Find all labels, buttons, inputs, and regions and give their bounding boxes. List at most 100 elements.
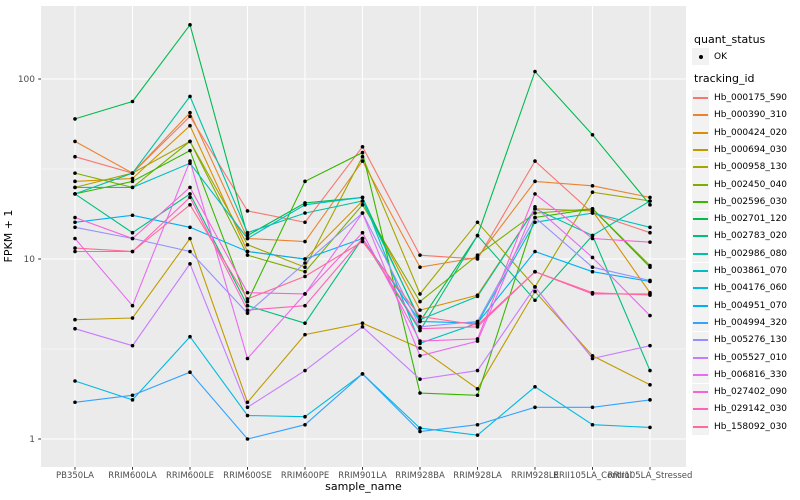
data-point: [418, 429, 422, 434]
x-tick-label: PB350LA: [56, 471, 94, 481]
data-point: [130, 185, 135, 190]
data-point: [590, 255, 595, 260]
data-point: [188, 23, 192, 27]
legend-key-box: [692, 349, 709, 366]
data-point: [590, 353, 595, 358]
data-point: [475, 220, 480, 225]
legend-item-label: Hb_000390_310: [714, 110, 788, 121]
legend-key-box: [692, 314, 709, 332]
legend-item-Hb_004176_060: Hb_004176_060: [692, 279, 787, 297]
data-point: [303, 414, 307, 419]
data-point: [188, 114, 192, 119]
data-point: [533, 211, 537, 215]
data-point: [533, 405, 537, 410]
data-point: [418, 253, 422, 257]
data-point: [188, 159, 192, 163]
data-point: [533, 289, 537, 294]
legend-item-label: Hb_000958_130: [714, 162, 788, 173]
data-point: [245, 413, 250, 418]
x-axis-title: sample_name: [325, 480, 402, 493]
legend-color-swatch: [693, 391, 708, 394]
data-point: [648, 383, 652, 387]
data-point: [303, 257, 307, 261]
legend-color-swatch: [693, 200, 708, 203]
data-point: [303, 269, 307, 274]
legend-key-box: [692, 400, 709, 418]
data-point: [73, 220, 77, 225]
legend-item-label: Hb_002701_120: [714, 214, 788, 225]
data-point: [360, 325, 365, 329]
data-point: [360, 154, 365, 159]
data-point: [188, 195, 192, 200]
data-point: [73, 154, 77, 159]
legend-key-box: [692, 227, 709, 245]
data-point: [360, 230, 365, 235]
data-point: [590, 132, 595, 137]
legend: quant_status OK tracking_id Hb_000175_59…: [691, 0, 800, 500]
data-point: [130, 176, 135, 181]
data-point: [303, 368, 307, 373]
data-point: [303, 211, 307, 215]
data-point: [360, 372, 365, 376]
data-point: [73, 249, 77, 254]
legend-color-swatch: [693, 356, 708, 359]
data-point: [73, 379, 77, 383]
data-point: [360, 159, 365, 163]
data-point: [648, 240, 652, 244]
legend-item-Hb_002783_020: Hb_002783_020: [692, 227, 787, 245]
data-point: [245, 253, 250, 257]
data-point: [303, 203, 307, 207]
data-point: [533, 298, 537, 303]
y-tick-label: 10: [24, 255, 36, 265]
data-point: [303, 261, 307, 265]
data-point: [245, 242, 250, 247]
data-point: [130, 171, 135, 175]
legend-item-label: Hb_000424_020: [714, 127, 788, 138]
legend-item-Hb_000958_130: Hb_000958_130: [692, 158, 788, 176]
data-point: [245, 230, 250, 235]
data-point: [533, 269, 537, 274]
data-point: [73, 215, 77, 220]
data-point: [73, 400, 77, 405]
data-point: [360, 203, 365, 207]
data-point: [418, 265, 422, 270]
legend-item-Hb_005276_130: Hb_005276_130: [692, 331, 787, 349]
legend-item-Hb_000424_020: Hb_000424_020: [692, 124, 788, 142]
legend-color-swatch: [693, 408, 708, 411]
legend-item-label: Hb_000694_030: [714, 144, 788, 155]
data-point: [475, 337, 480, 341]
data-point: [245, 297, 250, 301]
data-point: [130, 343, 135, 348]
data-point: [188, 192, 192, 196]
data-point: [418, 314, 422, 319]
data-point: [590, 236, 595, 241]
x-tick-label: RRIM600LE: [166, 471, 214, 481]
data-point: [303, 265, 307, 270]
legend-item-label: Hb_002986_080: [714, 248, 788, 259]
legend-item-Hb_002596_030: Hb_002596_030: [692, 193, 787, 211]
data-point: [418, 391, 422, 395]
y-axis-title: FPKM + 1: [2, 209, 15, 263]
data-point: [245, 311, 250, 315]
legend-color-swatch: [693, 287, 708, 290]
legend-item-Hb_002701_120: Hb_002701_120: [692, 210, 788, 228]
legend-key-box: [692, 158, 709, 176]
legend-item-label: Hb_158092_030: [714, 421, 788, 432]
legend-item-label: Hb_006816_330: [714, 369, 788, 380]
legend-item-Hb_158092_030: Hb_158092_030: [692, 418, 788, 436]
data-point: [73, 246, 77, 250]
legend-item-Hb_004951_070: Hb_004951_070: [692, 297, 787, 315]
data-point: [245, 437, 250, 441]
legend-item-label: Hb_005527_010: [714, 352, 788, 363]
legend-color-swatch: [693, 183, 708, 186]
data-point: [590, 184, 595, 188]
data-point: [303, 321, 307, 325]
legend-color-swatch: [693, 218, 708, 221]
data-point: [475, 422, 480, 427]
data-point: [475, 433, 480, 437]
legend-key-box: [692, 262, 709, 280]
x-tick-label: RRII105LA_Stressed: [608, 471, 693, 481]
data-point: [418, 308, 422, 312]
data-point: [245, 356, 250, 361]
